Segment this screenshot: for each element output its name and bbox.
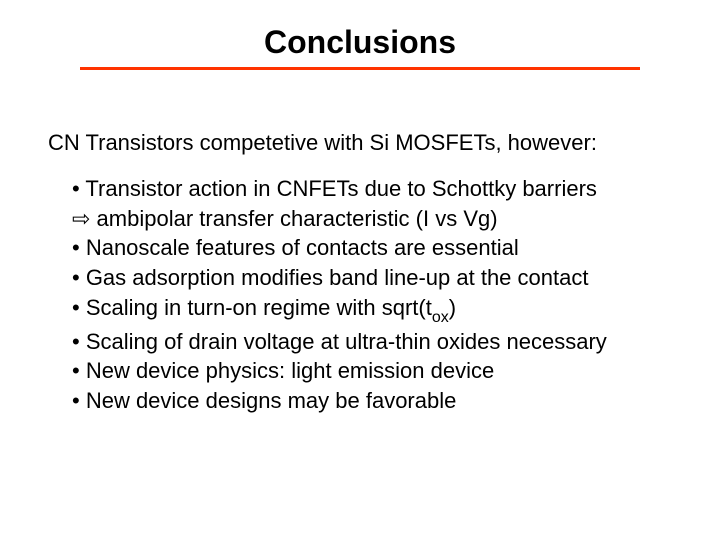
- bullet-item: • Scaling of drain voltage at ultra-thin…: [72, 327, 680, 357]
- bullet-text: • Scaling in turn-on regime with sqrt(t: [72, 295, 432, 320]
- bullet-item: • New device designs may be favorable: [72, 386, 680, 416]
- bullet-text: ): [449, 295, 456, 320]
- bullet-item: • Nanoscale features of contacts are ess…: [72, 233, 680, 263]
- bullet-item: • Scaling in turn-on regime with sqrt(to…: [72, 293, 680, 327]
- slide: Conclusions CN Transistors competetive w…: [0, 0, 720, 540]
- bullet-item: • Transistor action in CNFETs due to Sch…: [72, 174, 680, 204]
- subscript-text: ox: [432, 309, 449, 326]
- bullet-item: ⇨ ambipolar transfer characteristic (I v…: [72, 204, 680, 234]
- bullet-item: • Gas adsorption modifies band line-up a…: [72, 263, 680, 293]
- intro-text: CN Transistors competetive with Si MOSFE…: [0, 70, 720, 174]
- slide-title: Conclusions: [0, 0, 720, 67]
- bullet-list: • Transistor action in CNFETs due to Sch…: [0, 174, 720, 416]
- bullet-item: • New device physics: light emission dev…: [72, 356, 680, 386]
